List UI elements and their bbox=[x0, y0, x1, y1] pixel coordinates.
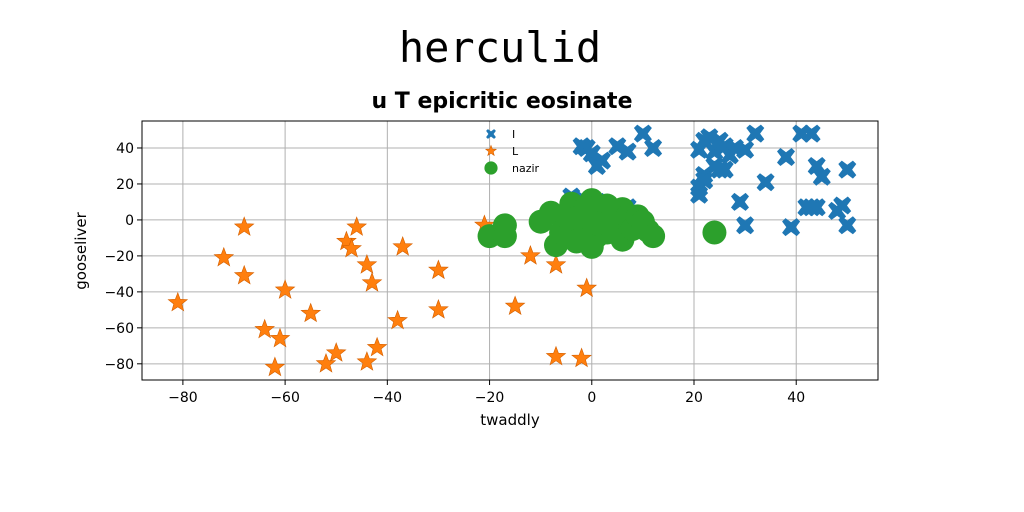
data-point bbox=[520, 245, 541, 265]
series-L bbox=[167, 214, 598, 377]
data-point bbox=[641, 224, 666, 249]
data-point bbox=[167, 291, 189, 312]
data-point bbox=[618, 142, 637, 161]
y-tick-label: −60 bbox=[104, 321, 134, 337]
data-point bbox=[300, 302, 322, 323]
data-point bbox=[576, 277, 598, 298]
legend-entry: nazir bbox=[512, 162, 540, 175]
series-I bbox=[562, 124, 857, 237]
data-point bbox=[633, 124, 652, 143]
data-point bbox=[731, 192, 749, 211]
series-nazir bbox=[477, 188, 727, 259]
data-point bbox=[608, 137, 627, 156]
data-point bbox=[782, 218, 801, 237]
data-point bbox=[702, 220, 727, 245]
data-point bbox=[807, 198, 826, 217]
data-point bbox=[690, 185, 709, 204]
data-point bbox=[812, 167, 831, 186]
data-point bbox=[387, 309, 408, 330]
chart-suptitle: herculid bbox=[399, 23, 601, 72]
data-point bbox=[756, 173, 775, 192]
y-tick-label: 20 bbox=[116, 177, 134, 193]
data-point bbox=[233, 216, 255, 236]
data-point bbox=[264, 356, 286, 377]
data-point bbox=[777, 148, 795, 166]
data-point bbox=[356, 351, 378, 371]
data-point bbox=[593, 151, 611, 170]
y-tick-label: 0 bbox=[125, 213, 134, 229]
data-point bbox=[695, 171, 714, 190]
data-point bbox=[492, 224, 517, 249]
data-point bbox=[356, 254, 378, 274]
data-point bbox=[213, 246, 235, 267]
x-tick-label: −80 bbox=[168, 390, 198, 406]
legend-entry: I bbox=[512, 128, 515, 141]
data-point bbox=[579, 234, 604, 259]
data-point bbox=[644, 139, 663, 157]
data-point bbox=[361, 272, 383, 292]
grid-lines bbox=[142, 121, 878, 380]
plot-frame bbox=[141, 120, 879, 381]
data-point bbox=[838, 216, 857, 235]
x-tick-label: 20 bbox=[685, 390, 703, 406]
data-point bbox=[254, 318, 276, 339]
chart-title: u T epicritic eosinate bbox=[371, 89, 632, 114]
data-point bbox=[392, 236, 414, 256]
data-point bbox=[346, 216, 368, 236]
data-point bbox=[341, 237, 362, 258]
data-point bbox=[325, 342, 347, 362]
x-tick-label: −60 bbox=[270, 390, 300, 406]
data-point bbox=[736, 216, 755, 235]
data-point bbox=[269, 327, 291, 348]
legend-marker bbox=[484, 144, 498, 157]
axis-ticks: −80 −60 −40 −20 0 20 40 −80 −60 −40 −20 0 20 40 bbox=[104, 141, 805, 406]
y-tick-label: −80 bbox=[104, 357, 134, 373]
x-tick-label: −20 bbox=[475, 390, 505, 406]
data-point bbox=[274, 279, 296, 299]
data-point bbox=[571, 347, 592, 368]
data-point bbox=[504, 295, 526, 315]
y-tick-label: −40 bbox=[104, 285, 134, 301]
x-tick-label: 0 bbox=[587, 390, 596, 406]
legend-entry: L bbox=[512, 145, 519, 158]
data-point bbox=[315, 352, 337, 373]
y-tick-label: −20 bbox=[104, 249, 134, 265]
data-point bbox=[428, 259, 449, 280]
data-point bbox=[233, 264, 255, 285]
data-point bbox=[545, 254, 567, 274]
x-axis-label: twaddly bbox=[480, 411, 540, 429]
data-point bbox=[802, 124, 821, 143]
legend-marker bbox=[486, 129, 496, 139]
data-point bbox=[366, 336, 388, 357]
legend-marker bbox=[484, 161, 498, 175]
y-axis-label: gooseliver bbox=[72, 211, 90, 289]
x-tick-label: 40 bbox=[787, 390, 805, 406]
x-tick-label: −40 bbox=[373, 390, 403, 406]
data-point bbox=[833, 196, 852, 215]
data-point bbox=[428, 299, 449, 319]
data-point bbox=[705, 142, 724, 161]
y-tick-label: 40 bbox=[116, 141, 134, 157]
data-point bbox=[736, 140, 755, 159]
data-point bbox=[807, 157, 826, 175]
plot-area bbox=[167, 124, 857, 377]
data-point bbox=[838, 160, 857, 179]
data-point bbox=[746, 124, 765, 143]
data-point bbox=[715, 160, 734, 179]
data-point bbox=[584, 211, 609, 236]
data-point bbox=[545, 345, 567, 366]
